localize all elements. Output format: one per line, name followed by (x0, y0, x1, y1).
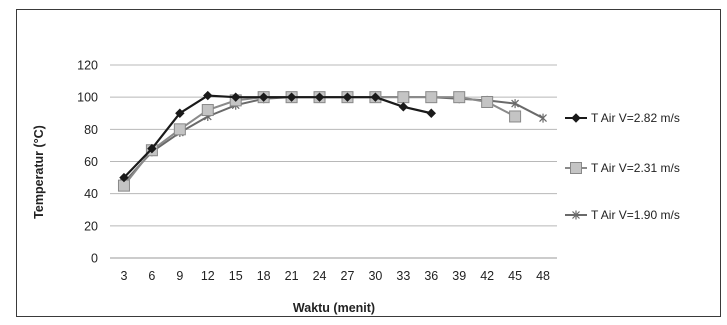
y-tick-label: 60 (84, 155, 98, 169)
y-tick-label: 40 (84, 187, 98, 201)
legend-item: T Air V=2.82 m/s (565, 111, 680, 125)
star-marker (539, 113, 547, 123)
series-1 (119, 90, 436, 183)
x-tick-label: 18 (257, 269, 271, 283)
x-tick-label: 42 (480, 269, 494, 283)
star-marker (572, 210, 580, 220)
legend-label: T Air V=2.31 m/s (591, 161, 680, 175)
square-marker (173, 123, 186, 136)
y-axis-title: Temperatur (°C) (32, 125, 46, 219)
legend-item: T Air V=1.90 m/s (565, 208, 680, 222)
y-tick-label: 120 (77, 59, 98, 73)
x-tick-label: 3 (120, 269, 127, 283)
diamond-marker (258, 92, 269, 102)
x-tick-label: 9 (176, 269, 183, 283)
x-tick-label: 6 (148, 269, 155, 283)
x-axis-title: Waktu (menit) (293, 301, 375, 315)
legend: T Air V=2.82 m/s T Air V=2.31 m/s T Air V=… (565, 111, 680, 222)
square-marker (425, 91, 438, 104)
legend-label: T Air V=1.90 m/s (591, 208, 680, 222)
diamond-marker (571, 113, 581, 123)
star-marker (511, 99, 520, 109)
diamond-marker (342, 92, 353, 102)
legend-item: T Air V=2.31 m/s (565, 161, 680, 175)
square-marker (509, 110, 522, 123)
y-tick-label: 20 (84, 219, 98, 233)
y-tick-labels: 0 20 40 60 80 100 120 (77, 59, 98, 266)
y-tick-label: 80 (84, 123, 98, 137)
diamond-marker (286, 92, 297, 102)
square-marker (201, 104, 214, 117)
series-lines (117, 90, 547, 192)
series-2 (117, 91, 522, 192)
diamond-marker (231, 92, 241, 102)
square-marker (481, 95, 494, 108)
diamond-marker (147, 143, 157, 154)
x-tick-label: 48 (536, 269, 550, 283)
diamond-marker (203, 90, 213, 101)
x-tick-label: 33 (396, 269, 410, 283)
diamond-marker (370, 92, 381, 102)
x-tick-label: 30 (368, 269, 382, 283)
y-tick-label: 100 (77, 91, 98, 105)
x-tick-label: 39 (452, 269, 466, 283)
x-tick-label: 21 (285, 269, 299, 283)
x-tick-label: 24 (313, 269, 327, 283)
square-marker (453, 91, 466, 104)
x-tick-label: 15 (229, 269, 243, 283)
diamond-marker (175, 108, 185, 118)
x-tick-label: 27 (341, 269, 355, 283)
x-tick-label: 36 (424, 269, 438, 283)
square-marker (570, 162, 582, 174)
x-tick-label: 12 (201, 269, 215, 283)
diamond-marker (119, 172, 129, 183)
legend-label: T Air V=2.82 m/s (591, 111, 680, 125)
x-tick-label: 45 (508, 269, 522, 283)
diamond-marker (314, 92, 325, 102)
diamond-marker (398, 102, 409, 112)
chart-frame: 0 20 40 60 80 100 120 3 6 9 12 15 18 21 24 27 30 33 36 39 4… (16, 9, 721, 317)
y-tick-label: 0 (91, 252, 98, 266)
diamond-marker (426, 108, 436, 118)
x-tick-labels: 3 6 9 12 15 18 21 24 27 30 33 36 39 42 45 48 (120, 269, 550, 283)
gridlines (110, 64, 557, 259)
square-marker (397, 91, 410, 104)
series-line (123, 94, 432, 179)
